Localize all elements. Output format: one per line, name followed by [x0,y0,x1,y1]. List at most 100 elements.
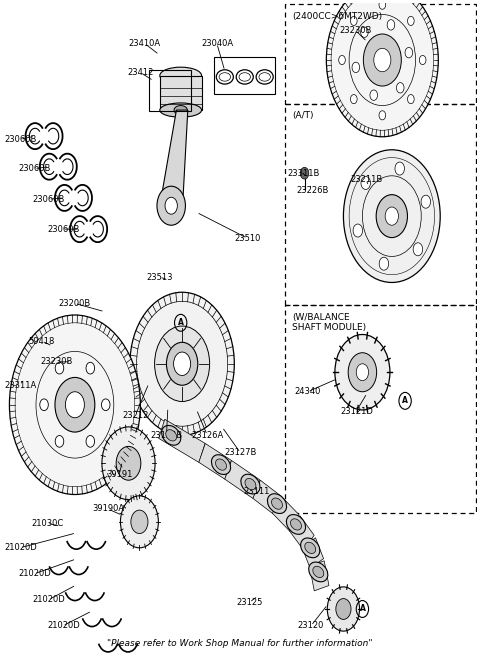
Circle shape [55,436,64,447]
Circle shape [352,62,360,73]
Circle shape [376,195,408,237]
Text: 23121D: 23121D [341,407,373,416]
Bar [215,58,275,94]
Circle shape [120,496,158,548]
Text: 39191: 39191 [106,470,132,479]
Text: A: A [402,396,408,405]
Text: 23311A: 23311A [4,380,36,390]
Circle shape [130,292,234,436]
Ellipse shape [309,562,328,582]
Circle shape [86,362,95,374]
Circle shape [360,27,368,37]
Text: 23060B: 23060B [18,164,51,173]
Ellipse shape [212,455,230,474]
Text: 23200B: 23200B [59,298,91,308]
Text: "Please refer to Work Shop Manual for further information": "Please refer to Work Shop Manual for fu… [107,639,373,648]
Circle shape [408,94,414,104]
Ellipse shape [287,514,306,534]
Circle shape [396,83,404,93]
Text: 21020D: 21020D [47,621,80,630]
Circle shape [363,34,401,86]
Text: 23212: 23212 [122,411,149,420]
Polygon shape [199,443,231,479]
Circle shape [350,94,357,104]
Ellipse shape [313,566,324,577]
Circle shape [65,392,84,418]
Text: 23126A: 23126A [192,431,224,440]
Circle shape [116,446,141,480]
Text: 23127B: 23127B [225,449,257,457]
Circle shape [40,399,48,411]
Ellipse shape [160,67,202,84]
Text: 23060B: 23060B [47,224,79,234]
Text: (W/BALANCE
SHAFT MODULE): (W/BALANCE SHAFT MODULE) [292,313,366,333]
Text: 23040A: 23040A [201,39,233,48]
Text: 23125: 23125 [236,598,263,607]
Ellipse shape [290,519,301,530]
Circle shape [55,362,64,374]
Text: (2400CC>6MT2WD): (2400CC>6MT2WD) [292,12,382,21]
Circle shape [361,176,371,190]
Polygon shape [160,110,188,206]
Circle shape [165,197,178,214]
Circle shape [300,167,309,179]
Circle shape [326,0,438,136]
Circle shape [343,150,440,283]
Text: 23111: 23111 [244,487,270,497]
Circle shape [405,47,413,58]
Polygon shape [159,419,205,462]
Polygon shape [253,480,281,514]
Ellipse shape [216,459,227,470]
Circle shape [387,20,395,30]
Circle shape [379,111,385,120]
Circle shape [131,510,148,533]
Text: 23513: 23513 [146,273,172,282]
Text: 23311B: 23311B [288,169,320,178]
Ellipse shape [162,426,181,445]
Circle shape [327,587,360,631]
Ellipse shape [272,498,282,509]
Polygon shape [302,538,324,568]
Circle shape [174,352,191,375]
Circle shape [379,257,389,270]
Polygon shape [289,516,314,550]
Circle shape [350,16,357,26]
Text: 59418: 59418 [29,337,55,346]
Circle shape [102,427,155,500]
Circle shape [157,186,185,225]
Circle shape [335,335,390,410]
Text: A: A [178,318,184,327]
Ellipse shape [241,474,260,494]
Text: (A/T): (A/T) [292,112,314,121]
Circle shape [385,207,398,225]
Circle shape [413,243,423,256]
Circle shape [395,162,405,175]
Ellipse shape [267,494,287,514]
Circle shape [86,436,95,447]
Bar [285,4,476,104]
Ellipse shape [300,538,320,558]
Polygon shape [225,461,260,499]
Text: 24340: 24340 [295,387,321,396]
Circle shape [379,0,385,9]
Text: 23060B: 23060B [4,135,36,144]
Text: 23060B: 23060B [33,195,65,204]
Bar [285,305,476,514]
Polygon shape [273,497,299,531]
Ellipse shape [166,430,177,441]
Circle shape [353,224,362,237]
Circle shape [408,16,414,26]
Circle shape [339,56,345,64]
Bar [160,75,202,110]
Text: 23410A: 23410A [129,39,161,48]
Circle shape [167,342,198,385]
Circle shape [10,315,140,495]
Ellipse shape [160,103,202,117]
Text: 23124B: 23124B [151,431,183,440]
Text: 23230B: 23230B [340,26,372,35]
Circle shape [55,377,95,432]
Polygon shape [310,561,329,591]
Text: 39190A: 39190A [92,504,124,514]
Circle shape [421,195,431,208]
Bar [285,104,476,305]
